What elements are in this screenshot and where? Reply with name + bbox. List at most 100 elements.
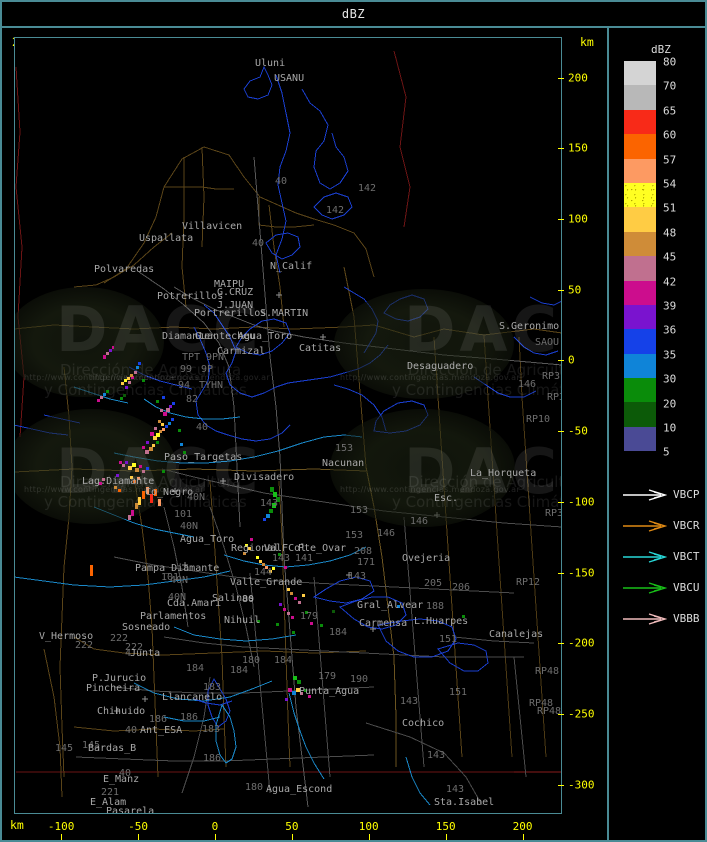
colorbar-tick-label: 51 bbox=[663, 201, 677, 215]
colorbar-swatch[interactable] bbox=[624, 85, 656, 110]
legend-row-vbct[interactable]: VBCT bbox=[621, 541, 705, 572]
colorbar-swatch[interactable] bbox=[624, 378, 656, 403]
radar-echo-cell bbox=[103, 393, 106, 396]
radar-echo-cell bbox=[162, 470, 165, 473]
radar-echo-cell bbox=[310, 622, 313, 625]
legend-row-vbcu[interactable]: VBCU bbox=[621, 572, 705, 603]
radar-echo-cell bbox=[146, 467, 149, 470]
radar-echo-cell bbox=[120, 397, 123, 400]
radar-echo-cell bbox=[273, 492, 277, 497]
legend-row-vbcr[interactable]: VBCR bbox=[621, 510, 705, 541]
radar-echo-cell bbox=[248, 547, 251, 550]
radar-echo-cell bbox=[163, 412, 167, 416]
x-tick-mark bbox=[214, 834, 216, 840]
radar-echo-cell bbox=[287, 612, 290, 615]
radar-echo-cell bbox=[125, 386, 128, 389]
colorbar-swatch[interactable] bbox=[624, 182, 656, 208]
frame-bottom bbox=[0, 840, 707, 842]
colorbar-swatch[interactable] bbox=[624, 231, 656, 257]
radar-echo-cell bbox=[146, 487, 149, 494]
colorbar-tick-label: 54 bbox=[663, 177, 677, 191]
radar-echo-cell bbox=[125, 461, 128, 464]
colorbar-tick-label: 45 bbox=[663, 250, 677, 264]
frame-panel-sep bbox=[607, 26, 609, 842]
radar-echo-cell bbox=[250, 538, 253, 541]
radar-echo-cell bbox=[109, 349, 112, 352]
y-tick-mark bbox=[558, 289, 564, 291]
radar-echo-cell bbox=[171, 418, 174, 421]
legend-label: VBBB bbox=[673, 612, 700, 625]
radar-echo-cell bbox=[183, 451, 186, 454]
colorbar-swatch[interactable] bbox=[624, 207, 656, 232]
radar-echo-cell bbox=[90, 565, 93, 576]
x-tick-label: 150 bbox=[435, 820, 456, 833]
radar-echo-cell bbox=[270, 487, 274, 492]
radar-echo-cell bbox=[142, 446, 145, 449]
radar-echo-cell bbox=[97, 399, 100, 402]
y-tick-label: 100 bbox=[568, 212, 588, 226]
radar-echo-cell bbox=[276, 497, 280, 502]
colorbar-swatch[interactable] bbox=[624, 426, 656, 452]
colorbar-tick-label: 30 bbox=[663, 372, 677, 386]
page-title: dBZ bbox=[341, 6, 366, 21]
colorbar-tick-label: 57 bbox=[663, 153, 677, 167]
colorbar-swatch[interactable] bbox=[624, 280, 656, 305]
colorbar-swatch[interactable] bbox=[624, 109, 656, 135]
radar-echo-cell bbox=[162, 396, 165, 399]
radar-echo-cell bbox=[259, 560, 262, 563]
arrow-icon bbox=[623, 612, 667, 625]
radar-echo-cell bbox=[128, 515, 131, 520]
x-tick-label: 100 bbox=[358, 820, 379, 833]
colorbar-swatch[interactable] bbox=[624, 402, 656, 427]
colorbar-swatch[interactable] bbox=[624, 304, 656, 330]
radar-echo-cell bbox=[276, 623, 279, 626]
radar-echo-cell bbox=[283, 608, 286, 611]
y-axis-unit-label: km bbox=[580, 35, 594, 49]
colorbar-tick-label: 20 bbox=[663, 397, 677, 411]
colorbar-swatch[interactable] bbox=[624, 353, 656, 379]
colorbar-swatch[interactable] bbox=[624, 158, 656, 183]
radar-echo-cell bbox=[256, 556, 259, 559]
legend-row-vbbb[interactable]: VBBB bbox=[621, 603, 705, 634]
radar-echo-cell bbox=[130, 374, 133, 377]
colorbar-swatches[interactable] bbox=[624, 61, 656, 452]
x-tick-label: -100 bbox=[47, 820, 75, 833]
legend-row-vbcp[interactable]: VBCP bbox=[621, 479, 705, 510]
radar-echo-cell bbox=[156, 441, 159, 444]
radar-echo-cell bbox=[100, 396, 103, 399]
y-tick-label: -200 bbox=[568, 636, 595, 650]
radar-echo-cell bbox=[265, 566, 268, 569]
radar-echo-cell bbox=[156, 400, 159, 403]
colorbar-tick-labels: 80 70 65 60 57 54 51 48 45 42 39 36 35 30 20 10 5 bbox=[611, 29, 705, 840]
arrow-icon bbox=[623, 550, 667, 563]
colorbar-panel[interactable]: dBZ 80 70 65 60 57 54 51 48 45 42 39 36 35 30 20 10 5 VB… bbox=[611, 29, 705, 840]
colorbar-swatch[interactable] bbox=[624, 329, 656, 354]
y-tick-mark bbox=[558, 643, 564, 645]
legend-label: VBCR bbox=[673, 519, 700, 532]
radar-echo-cell bbox=[298, 601, 301, 604]
radar-echo-cell bbox=[291, 616, 294, 619]
legend-label: VBCP bbox=[673, 488, 700, 501]
radar-echo-cell bbox=[118, 489, 121, 492]
radar-echo-cell bbox=[180, 443, 183, 446]
colorbar-title: dBZ bbox=[651, 43, 671, 56]
radar-echo-cell bbox=[287, 588, 290, 591]
colorbar-swatch[interactable] bbox=[624, 256, 656, 281]
radar-echo-cell bbox=[106, 352, 109, 355]
radar-echo-cell bbox=[290, 592, 293, 595]
radar-echo-cell bbox=[302, 594, 305, 597]
radar-echo-cell bbox=[158, 420, 161, 423]
radar-echo-cell bbox=[158, 499, 161, 506]
x-tick-mark bbox=[368, 834, 370, 840]
radar-plot-panel[interactable]: 2026/01/05 14:56:00 UTC Composite km km … bbox=[2, 29, 607, 840]
colorbar-swatch[interactable] bbox=[624, 61, 656, 86]
radar-echo-cell bbox=[121, 382, 124, 385]
radar-echo-cell bbox=[243, 552, 246, 555]
radar-echo-cell bbox=[156, 433, 160, 437]
radar-echo-cell bbox=[133, 480, 136, 483]
y-tick-label: 50 bbox=[568, 283, 582, 297]
radar-echo-cell bbox=[102, 478, 105, 481]
colorbar-swatch[interactable] bbox=[624, 134, 656, 159]
radar-echo-cell bbox=[397, 605, 400, 608]
y-tick-mark bbox=[558, 219, 564, 221]
